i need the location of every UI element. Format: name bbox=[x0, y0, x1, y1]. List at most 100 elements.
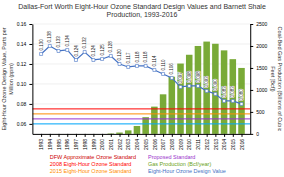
tick-label: 0.10 bbox=[17, 81, 27, 87]
data-label: 0.132 bbox=[82, 37, 87, 49]
bar bbox=[177, 64, 184, 134]
tick: 2014 bbox=[221, 134, 227, 150]
tick-label: 1995 bbox=[56, 139, 62, 150]
tick: 2005 bbox=[143, 134, 149, 150]
tick-mark bbox=[76, 134, 77, 137]
axis-title: Coal-Bed Gas Production (Billions of Cub… bbox=[270, 27, 282, 132]
tick: 2015 bbox=[230, 134, 236, 150]
data-label: 0.124 bbox=[91, 45, 96, 57]
data-label: 0.083 bbox=[222, 86, 227, 98]
tick-mark bbox=[198, 134, 199, 137]
data-label: 0.097 bbox=[178, 72, 183, 84]
annotation: DFW Approximate Ozone Standard bbox=[50, 154, 136, 160]
tick-mark bbox=[50, 134, 51, 137]
tick: 2006 bbox=[152, 134, 158, 150]
tick-mark bbox=[120, 134, 121, 137]
tick-label: 2005 bbox=[143, 139, 149, 150]
data-label: 0.133 bbox=[56, 36, 61, 48]
tick-label: 1999 bbox=[91, 139, 97, 150]
marker bbox=[231, 99, 234, 102]
data-label: 0.118 bbox=[143, 51, 148, 62]
bar bbox=[64, 133, 71, 134]
bar bbox=[151, 107, 158, 134]
data-label: 0.098 bbox=[187, 71, 192, 83]
marker bbox=[214, 92, 217, 95]
data-label: 0.110 bbox=[161, 59, 166, 70]
data-label: 0.120 bbox=[117, 49, 122, 61]
tick-mark bbox=[137, 134, 138, 137]
tick-mark bbox=[250, 68, 253, 69]
marker bbox=[170, 76, 173, 79]
tick: 2000 bbox=[250, 43, 267, 49]
tick: 0.14 bbox=[17, 41, 33, 47]
tick: 2010 bbox=[186, 134, 192, 150]
tick-label: 2016 bbox=[239, 139, 245, 150]
annotation: Gas Production (Bcf/year) bbox=[148, 161, 211, 167]
data-label: 0.093 bbox=[204, 76, 209, 88]
axis-title: Eight-Hour Ozone Design Value, Parts per… bbox=[1, 27, 13, 130]
tick-mark bbox=[250, 46, 253, 47]
data-labels: 0.1300.1380.1330.1340.1240.1320.1240.125… bbox=[39, 31, 244, 101]
markers bbox=[40, 44, 243, 105]
data-label: 0.130 bbox=[39, 39, 44, 51]
tick: 0.12 bbox=[17, 61, 33, 67]
annotations: DFW Approximate Ozone Standard2008 Eight… bbox=[50, 154, 226, 174]
bar bbox=[108, 133, 115, 134]
tick-mark bbox=[250, 134, 253, 135]
tick-mark bbox=[250, 24, 253, 25]
tick-mark bbox=[29, 64, 32, 65]
annotation: Eight-Hour Ozone Design Value bbox=[148, 168, 226, 174]
tick-mark bbox=[59, 134, 60, 137]
plot: 0.1300.1380.1330.1340.1240.1320.1240.125… bbox=[17, 21, 268, 150]
data-label: 0.118 bbox=[135, 51, 140, 62]
tick-label: 2013 bbox=[213, 139, 219, 150]
tick-label: 2006 bbox=[152, 139, 158, 150]
tick: 2007 bbox=[160, 134, 166, 150]
tick-mark bbox=[242, 134, 243, 137]
tick: 2008 bbox=[169, 134, 175, 150]
tick-label: 2003 bbox=[125, 139, 131, 150]
tick: 0.08 bbox=[17, 101, 33, 107]
marker bbox=[101, 57, 104, 60]
data-label: 0.083 bbox=[230, 86, 235, 98]
reference-line bbox=[32, 108, 250, 109]
tick: 1996 bbox=[64, 134, 70, 150]
grid-line bbox=[32, 24, 250, 25]
tick-mark bbox=[111, 134, 112, 137]
tick: 1500 bbox=[250, 65, 267, 71]
tick: 2016 bbox=[239, 134, 245, 150]
tick-mark bbox=[128, 134, 129, 137]
tick-mark bbox=[146, 134, 147, 137]
tick-label: 2007 bbox=[160, 139, 166, 150]
bar bbox=[90, 133, 97, 134]
tick-label: 1500 bbox=[256, 65, 267, 71]
tick-mark bbox=[29, 44, 32, 45]
tick-label: 0.16 bbox=[17, 21, 27, 27]
tick: 0 bbox=[250, 131, 259, 137]
data-label: 0.106 bbox=[169, 63, 174, 75]
axis-line bbox=[32, 25, 33, 135]
tick: 1000 bbox=[250, 87, 267, 93]
data-label: 0.138 bbox=[47, 31, 52, 43]
tick-label: 1998 bbox=[82, 139, 88, 150]
data-label: 0.114 bbox=[152, 55, 157, 66]
tick-mark bbox=[102, 134, 103, 137]
marker bbox=[162, 72, 165, 75]
tick: 2500 bbox=[250, 21, 267, 27]
bar bbox=[99, 133, 106, 134]
tick-label: 1993 bbox=[38, 139, 44, 150]
tick: 1999 bbox=[91, 134, 97, 150]
tick-label: 2002 bbox=[117, 139, 123, 150]
tick-mark bbox=[189, 134, 190, 137]
reference-line bbox=[32, 113, 250, 114]
tick-mark bbox=[207, 134, 208, 137]
tick-label: 2500 bbox=[256, 21, 267, 27]
tick-label: 1996 bbox=[64, 139, 70, 150]
annotation: 2015 Eight-Hour Ozone Standard bbox=[50, 168, 132, 174]
axis-line bbox=[250, 25, 251, 135]
tick: 2012 bbox=[204, 134, 210, 150]
bar bbox=[55, 133, 62, 134]
tick-mark bbox=[85, 134, 86, 137]
bar bbox=[230, 59, 237, 134]
bar bbox=[116, 133, 123, 134]
